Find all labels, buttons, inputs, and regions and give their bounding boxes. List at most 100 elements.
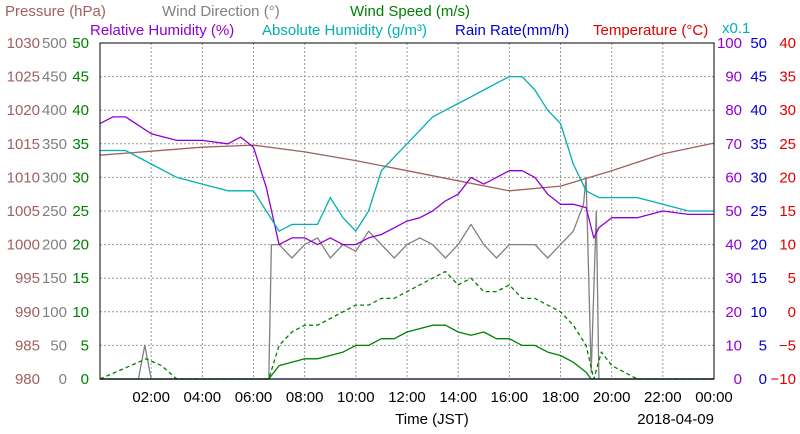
left-tick-label: 150 — [42, 270, 67, 287]
right-tick-label: 90 — [725, 69, 742, 86]
right-tick-label: 100 — [717, 35, 742, 52]
right-tick-label: 35 — [750, 136, 767, 153]
left-tick-label: 0 — [81, 371, 89, 388]
left-tick-label: 985 — [15, 337, 40, 354]
right-tick-label: 25 — [779, 136, 796, 153]
axis-title: Temperature (°C) — [593, 22, 708, 39]
x-tick-label: 16:00 — [491, 389, 529, 406]
left-tick-label: 1010 — [7, 169, 40, 186]
left-tick-label: 1020 — [7, 102, 40, 119]
x-axis-ticks: 02:00 04:00 06:00 08:00 10:00 12:00 14:00 16:00… — [132, 389, 732, 406]
right-tick-label: 10 — [750, 304, 767, 321]
axis-titles: Pressure (hPa) Wind Direction (°) Wind Spe… — [5, 3, 708, 39]
right-tick-label: 45 — [750, 69, 767, 86]
left-tick-label: 30 — [72, 169, 89, 186]
right-tick-label: 0 — [788, 304, 796, 321]
axis-title: Wind Speed (m/s) — [350, 3, 470, 20]
left-tick-label: 50 — [72, 35, 89, 52]
left-tick-label: 450 — [42, 69, 67, 86]
x-tick-label: 02:00 — [132, 389, 170, 406]
right-tick-label: 40 — [779, 35, 796, 52]
left-tick-label: 15 — [72, 270, 89, 287]
x-tick-label: 08:00 — [286, 389, 324, 406]
right-tick-label: 50 — [750, 35, 767, 52]
wind-direction-line — [100, 176, 714, 380]
left-tick-label: 40 — [72, 102, 89, 119]
wind-speed-max-m-s-line — [99, 270, 714, 380]
left-tick-label: 200 — [42, 237, 67, 254]
x-axis-label: Time (JST) — [395, 411, 469, 428]
right-tick-label: −5 — [779, 337, 796, 354]
right-tick-label: 30 — [779, 102, 796, 119]
right-tick-label: 10 — [725, 337, 742, 354]
x-tick-label: 06:00 — [235, 389, 273, 406]
right-tick-label: 80 — [725, 102, 742, 119]
right-tick-label: 20 — [750, 237, 767, 254]
right-tick-label: 50 — [725, 203, 742, 220]
right-tick-label: 25 — [750, 203, 767, 220]
x-tick-label: 12:00 — [388, 389, 426, 406]
left-tick-label: 50 — [50, 337, 67, 354]
left-tick-label: 1005 — [7, 203, 40, 220]
right-tick-label: 30 — [750, 169, 767, 186]
grid — [100, 43, 714, 379]
right-tick-label: 5 — [788, 270, 796, 287]
x-tick-label: 22:00 — [644, 389, 682, 406]
axis-title: Wind Direction (°) — [162, 3, 280, 20]
left-tick-label: 1030 — [7, 35, 40, 52]
left-tick-label: 25 — [72, 203, 89, 220]
right-tick-label: 40 — [750, 102, 767, 119]
left-tick-label: 0 — [59, 371, 67, 388]
absolute-humidity-g-m-line — [100, 75, 714, 232]
left-tick-label: 1000 — [7, 237, 40, 254]
x-tick-label: 00:00 — [695, 389, 733, 406]
axis-title: Absolute Humidity (g/m³) — [262, 22, 427, 39]
left-tick-label: 10 — [72, 304, 89, 321]
left-tick-label: 20 — [72, 237, 89, 254]
x-tick-label: 20:00 — [593, 389, 631, 406]
plot-frame — [99, 42, 715, 380]
right-tick-label: −10 — [771, 371, 796, 388]
right-axis-ticks: 0102030405060708090100051015202530354045… — [717, 35, 796, 388]
right-tick-label: 20 — [725, 304, 742, 321]
left-tick-label: 5 — [81, 337, 89, 354]
axis-title: Pressure (hPa) — [5, 3, 106, 20]
left-tick-label: 400 — [42, 102, 67, 119]
axis-title: Rain Rate(mm/h) — [455, 22, 569, 39]
left-tick-label: 1025 — [7, 69, 40, 86]
right-tick-label: 40 — [725, 237, 742, 254]
left-tick-label: 995 — [15, 270, 40, 287]
right-tick-label: 15 — [779, 203, 796, 220]
x-scale-note: x0.1 — [722, 20, 750, 37]
left-tick-label: 990 — [15, 304, 40, 321]
left-tick-label: 980 — [15, 371, 40, 388]
left-tick-label: 45 — [72, 69, 89, 86]
right-tick-label: 20 — [779, 169, 796, 186]
wind-speed-m-s-line — [100, 324, 714, 380]
left-tick-label: 1015 — [7, 136, 40, 153]
right-tick-label: 0 — [759, 371, 767, 388]
pressure-hpa-line — [99, 142, 715, 192]
right-tick-label: 0 — [734, 371, 742, 388]
right-tick-label: 35 — [779, 69, 796, 86]
x-tick-label: 10:00 — [337, 389, 375, 406]
x-tick-label: 14:00 — [439, 389, 477, 406]
x-tick-label: 04:00 — [184, 389, 222, 406]
left-tick-label: 35 — [72, 136, 89, 153]
right-tick-label: 5 — [759, 337, 767, 354]
right-tick-label: 60 — [725, 169, 742, 186]
right-tick-label: 15 — [750, 270, 767, 287]
axis-title: Relative Humidity (%) — [90, 22, 234, 39]
relative-humidity-line — [99, 116, 714, 246]
right-tick-label: 30 — [725, 270, 742, 287]
left-tick-label: 250 — [42, 203, 67, 220]
right-tick-label: 70 — [725, 136, 742, 153]
left-tick-label: 100 — [42, 304, 67, 321]
left-axis-ticks: 9809859909951000100510101015102010251030… — [7, 35, 89, 388]
chart-date: 2018-04-09 — [637, 411, 714, 428]
x-tick-label: 18:00 — [542, 389, 580, 406]
left-tick-label: 500 — [42, 35, 67, 52]
right-tick-label: 10 — [779, 237, 796, 254]
